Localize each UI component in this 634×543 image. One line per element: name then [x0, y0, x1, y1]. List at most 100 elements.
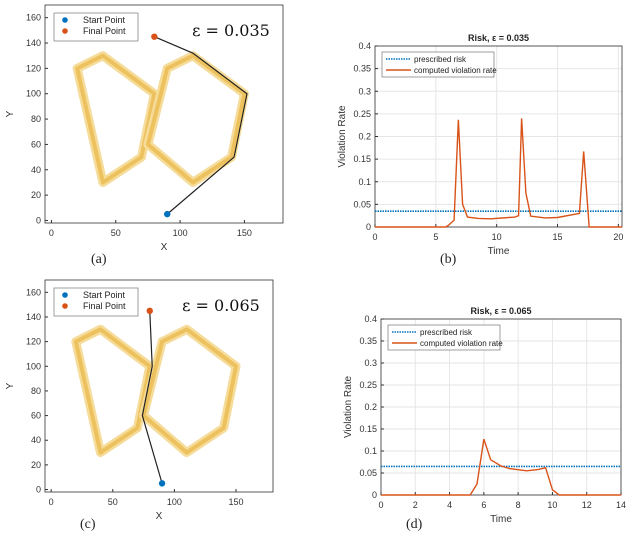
- legend-marker: [62, 28, 68, 34]
- trajectory: [154, 36, 248, 215]
- y-tick-label: 100: [26, 361, 41, 371]
- chart-title: Risk, ε = 0.065: [470, 306, 531, 316]
- legend-label: prescribed risk: [420, 328, 473, 337]
- y-tick-label: 60: [31, 411, 41, 421]
- y-tick-label: 0.2: [364, 402, 377, 412]
- y-tick-label: 0.3: [358, 86, 371, 96]
- legend-label: prescribed risk: [414, 55, 467, 64]
- legend-label: computed violation rate: [420, 339, 503, 348]
- x-tick-label: 150: [237, 228, 252, 238]
- x-tick-label: 20: [613, 232, 623, 242]
- legend-box: [387, 324, 501, 351]
- y-tick-label: 0.1: [364, 446, 377, 456]
- x-tick-label: 2: [413, 500, 418, 510]
- y-tick-label: 40: [31, 165, 41, 175]
- trajectory: [141, 310, 163, 484]
- y-axis-label: Violation Rate: [343, 376, 354, 439]
- y-tick-label: 120: [26, 337, 41, 347]
- y-tick-label: 80: [31, 386, 41, 396]
- x-tick-label: 4: [447, 500, 452, 510]
- panel-d: 0 2 4 6 8 10 12 14 0 0.05 0.1 0.15 0.2 0.25 0.3 0.35 0.4…: [343, 306, 626, 525]
- y-tick-label: 120: [26, 63, 41, 73]
- legend-marker: [62, 292, 68, 298]
- final-point: [146, 307, 153, 315]
- axes-box: [44, 4, 284, 224]
- x-tick-label: 0: [49, 497, 54, 507]
- y-tick-label: 0.05: [359, 468, 377, 478]
- y-tick-label: 0.25: [353, 109, 371, 119]
- x-tick-label: 100: [167, 497, 182, 507]
- caption-d: (d): [406, 517, 423, 532]
- axes-box: [380, 318, 622, 496]
- axes-box: [374, 45, 623, 228]
- legend-label: Final Point: [83, 301, 126, 311]
- y-tick-label: 160: [26, 287, 41, 297]
- x-tick-label: 10: [547, 500, 557, 510]
- y-tick-label: 0.4: [358, 41, 371, 51]
- y-tick-label: 80: [31, 114, 41, 124]
- panel-a: 0 50 100 150 0 20 40 60 80 100 120 140 160 X Y Start Po…: [5, 4, 284, 253]
- final-point: [151, 33, 158, 40]
- legend-label: Start Point: [83, 15, 126, 25]
- series-computed-violation-rate: [381, 438, 621, 496]
- y-tick-label: 0: [36, 215, 41, 225]
- caption-a: (a): [91, 252, 107, 267]
- legend-box: [381, 51, 495, 78]
- y-tick-label: 140: [26, 38, 41, 48]
- x-tick-label: 15: [553, 232, 563, 242]
- x-tick-label: 10: [492, 232, 502, 242]
- y-tick-label: 20: [31, 190, 41, 200]
- x-tick-label: 0: [378, 500, 383, 510]
- y-tick-label: 0.35: [359, 336, 377, 346]
- x-tick-label: 8: [516, 500, 521, 510]
- y-tick-label: 0.1: [358, 177, 371, 187]
- y-tick-label: 0.4: [364, 314, 377, 324]
- y-tick-label: 0: [366, 222, 371, 232]
- x-tick-label: 100: [173, 228, 188, 238]
- epsilon-annotation: ε = 0.035: [192, 21, 270, 40]
- legend-marker: [62, 17, 68, 23]
- y-tick-label: 0.15: [359, 424, 377, 434]
- y-tick-label: 160: [26, 13, 41, 23]
- obstacle-0: [75, 53, 157, 185]
- legend-marker: [62, 303, 68, 309]
- y-axis-label: Y: [5, 382, 16, 389]
- y-tick-label: 20: [31, 460, 41, 470]
- obstacle-1: [141, 327, 239, 455]
- x-axis-label: X: [156, 511, 163, 522]
- caption-b: (b): [440, 252, 457, 267]
- x-tick-label: 6: [481, 500, 486, 510]
- panel-c: 0 50 100 150 0 20 40 60 80 100 120 140 160 X Y Start Po…: [5, 279, 274, 522]
- y-tick-label: 0.2: [358, 132, 371, 142]
- y-tick-label: 0.3: [364, 358, 377, 368]
- legend-label: Start Point: [83, 290, 126, 300]
- y-tick-label: 0: [36, 485, 41, 495]
- x-tick-label: 50: [111, 228, 121, 238]
- y-tick-label: 60: [31, 139, 41, 149]
- panel-b: 0 5 10 15 20 0 0.05 0.1 0.15 0.2 0.25 0.3 0.35 0.4 Tim…: [337, 33, 623, 257]
- x-tick-label: 0: [49, 228, 54, 238]
- x-tick-label: 150: [229, 497, 244, 507]
- x-tick-label: 0: [372, 232, 377, 242]
- y-tick-label: 0.15: [353, 154, 371, 164]
- y-tick-label: 0.25: [359, 380, 377, 390]
- x-tick-label: 5: [433, 232, 438, 242]
- y-tick-label: 0: [372, 490, 377, 500]
- legend-label: Final Point: [83, 26, 126, 36]
- y-tick-label: 0.35: [353, 64, 371, 74]
- chart-title: Risk, ε = 0.035: [468, 33, 529, 43]
- x-tick-label: 12: [582, 500, 592, 510]
- x-axis-label: Time: [488, 246, 510, 257]
- x-tick-label: 14: [616, 500, 626, 510]
- obstacle-1: [145, 53, 247, 185]
- x-axis-label: Time: [490, 514, 512, 525]
- caption-c: (c): [80, 517, 96, 532]
- y-tick-label: 100: [26, 89, 41, 99]
- legend-label: computed violation rate: [414, 66, 497, 75]
- y-axis-label: Violation Rate: [337, 105, 348, 168]
- start-point: [158, 480, 166, 487]
- x-tick-label: 50: [108, 497, 118, 507]
- legend-box: [53, 12, 139, 42]
- legend-box: [53, 287, 139, 317]
